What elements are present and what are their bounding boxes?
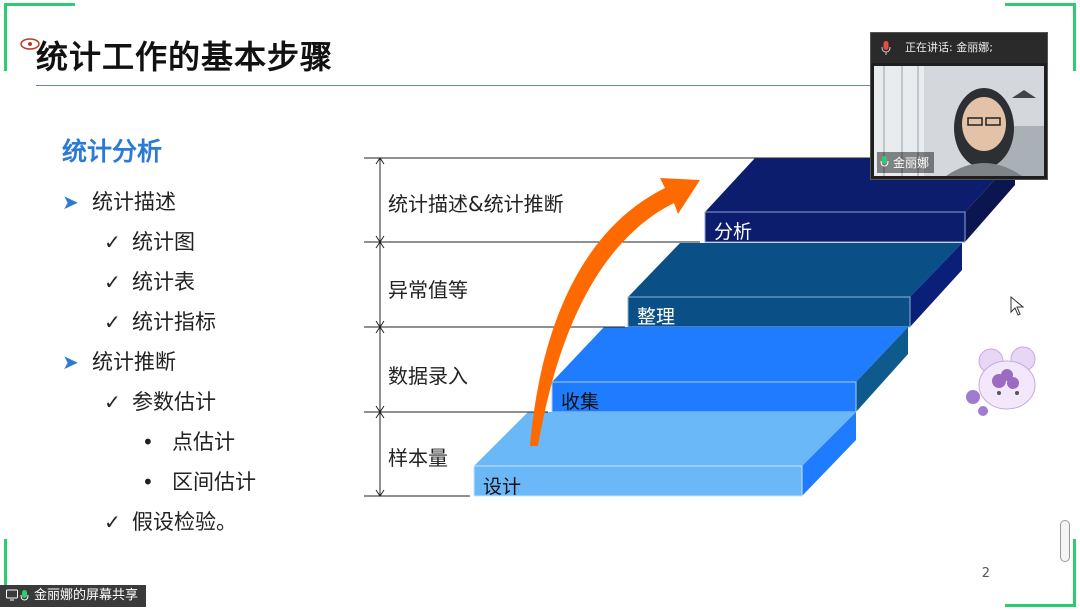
- screen-share-icon: [6, 589, 18, 601]
- list-item: ✓ 统计图: [62, 222, 256, 262]
- list-item: ✓ 统计指标: [62, 302, 256, 342]
- list-item-text: 点估计: [172, 430, 235, 454]
- arrow-bullet-icon: ➤: [62, 350, 79, 374]
- dot-bullet-icon: •: [142, 470, 154, 494]
- title-divider: [36, 85, 876, 86]
- check-icon: ✓: [104, 230, 121, 254]
- participant-name: 金丽娜: [893, 156, 930, 170]
- check-icon: ✓: [104, 310, 121, 334]
- speaking-indicator: 正在讲话: 金丽娜;: [871, 33, 1047, 63]
- bar-label-organize: 整理: [637, 306, 676, 328]
- participant-video-tile[interactable]: 正在讲话: 金丽娜; 金丽娜: [870, 32, 1048, 180]
- list-item: • 点估计: [62, 422, 256, 462]
- arrow-bullet-icon: ➤: [62, 190, 79, 214]
- list-item-text: 统计图: [132, 230, 195, 254]
- dot-bullet-icon: •: [142, 430, 154, 454]
- step-bar-design: [473, 412, 856, 497]
- list-item: ✓ 假设检验。: [62, 502, 256, 542]
- list-item-text: 区间估计: [172, 470, 256, 494]
- video-frame-image: [874, 66, 1044, 176]
- list-item-text: 统计表: [132, 270, 195, 294]
- list-item-text: 假设检验。: [132, 510, 237, 534]
- frame-corner-top-left: [4, 3, 75, 71]
- slide-title: 统计工作的基本步骤: [36, 38, 334, 76]
- list-item: ✓ 参数估计: [62, 382, 256, 422]
- check-icon: ✓: [104, 390, 121, 414]
- check-icon: ✓: [104, 510, 121, 534]
- list-item: ➤ 统计描述: [62, 182, 256, 222]
- section-heading: 统计分析: [62, 137, 163, 166]
- list-item-text: 参数估计: [132, 390, 216, 414]
- share-text: 金丽娜的屏幕共享: [34, 588, 139, 603]
- list-item: • 区间估计: [62, 462, 256, 502]
- mic-icon: [881, 41, 891, 55]
- mouse-sticker-icon: [966, 346, 1036, 416]
- video-feed: 金丽娜: [874, 66, 1044, 176]
- list-item-text: 统计指标: [132, 310, 216, 334]
- step-bar-collect: [551, 327, 908, 413]
- bar-label-collect: 收集: [561, 391, 600, 413]
- list-item: ➤ 统计推断: [62, 342, 256, 382]
- step-label: 样本量: [388, 446, 448, 470]
- mic-icon: [880, 156, 889, 167]
- check-icon: ✓: [104, 270, 121, 294]
- list-item-text: 统计推断: [92, 350, 176, 374]
- list-item: ✓ 统计表: [62, 262, 256, 302]
- side-scroll-handle[interactable]: [1060, 520, 1070, 562]
- page-number: 2: [981, 566, 990, 581]
- step-label: 统计描述&统计推断: [388, 192, 564, 216]
- cursor-icon: [1010, 296, 1024, 316]
- outline-list: 统计分析 ➤ 统计描述 ✓ 统计图 ✓ 统计表 ✓ 统计指标 ➤ 统计推断 ✓ 参数估计 •…: [62, 132, 256, 542]
- bar-label-analyze: 分析: [714, 221, 753, 243]
- bar-label-design: 设计: [483, 476, 522, 498]
- logo-icon: [20, 38, 40, 50]
- step-label: 异常值等: [388, 278, 468, 302]
- participant-name-tag: 金丽娜: [877, 152, 935, 173]
- step-label: 数据录入: [388, 364, 468, 388]
- list-item-text: 统计描述: [92, 190, 176, 214]
- speaking-text: 正在讲话: 金丽娜;: [905, 41, 993, 54]
- frame-corner-top-right: [1005, 3, 1076, 71]
- step-bar-organize: [627, 243, 962, 328]
- frame-corner-bottom-right: [1005, 539, 1076, 607]
- mic-icon: [20, 590, 29, 601]
- screen-share-indicator[interactable]: 金丽娜的屏幕共享: [0, 585, 147, 607]
